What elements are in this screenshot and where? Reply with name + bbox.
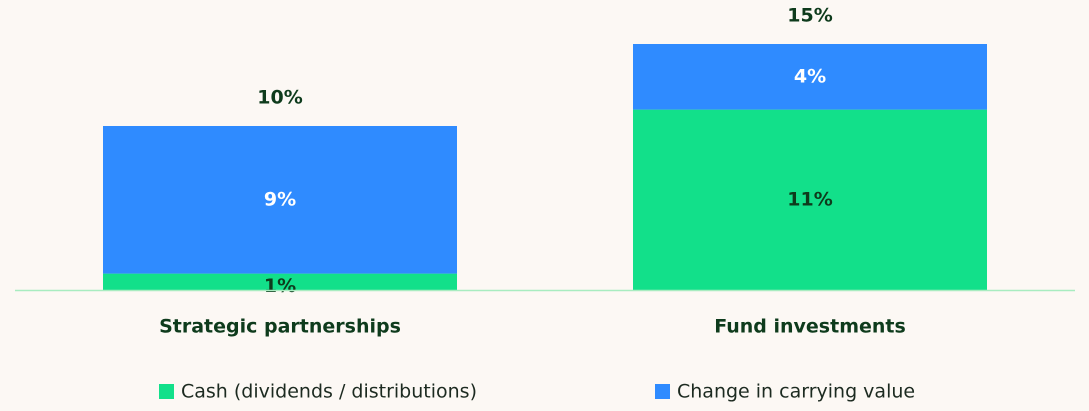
legend-label: Cash (dividends / distributions): [181, 381, 477, 403]
value-label: 4%: [794, 65, 826, 87]
bar-segment: [103, 273, 457, 290]
bar-segment: [103, 126, 457, 274]
legend-swatch: [655, 384, 670, 399]
legend-label: Change in carrying value: [677, 381, 915, 403]
bar-segment: [633, 44, 987, 110]
legend-swatch: [159, 384, 174, 399]
total-label: 10%: [257, 87, 302, 109]
x-tick-label: Fund investments: [714, 316, 906, 338]
value-label: 11%: [787, 188, 832, 210]
total-label: 15%: [787, 5, 832, 27]
value-label: 1%: [264, 275, 296, 297]
x-tick-label: Strategic partnerships: [159, 316, 401, 338]
value-label: 9%: [264, 188, 296, 210]
bar-segment: [633, 109, 987, 290]
